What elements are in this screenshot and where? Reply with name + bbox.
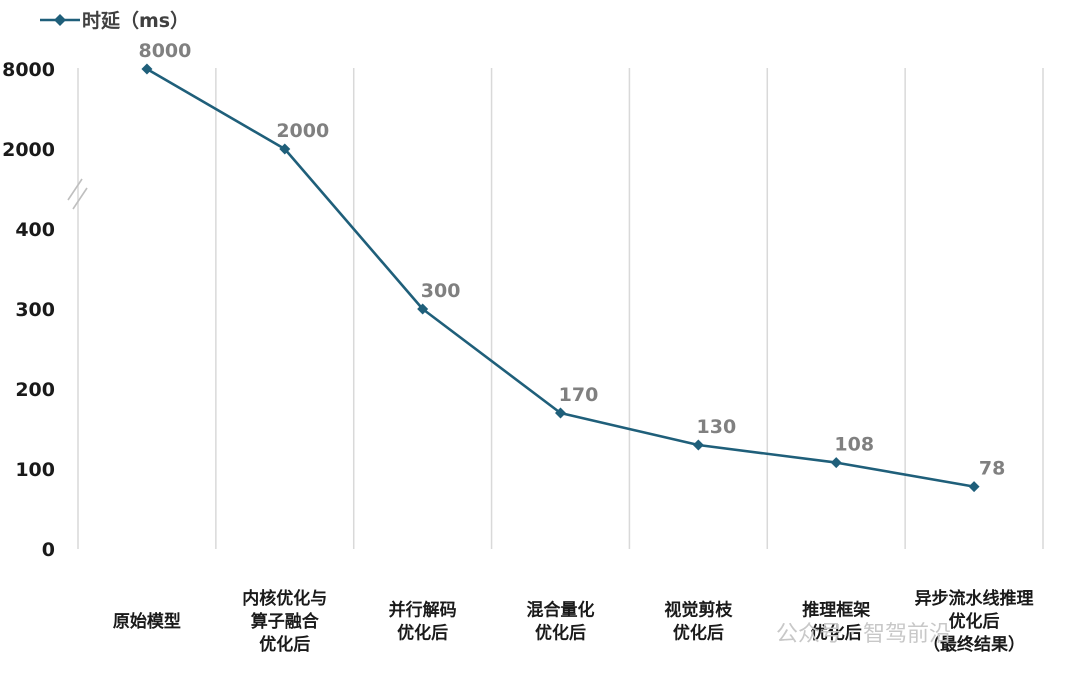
legend-label: 时延（ms） <box>82 9 189 32</box>
legend: 时延（ms） <box>40 9 189 32</box>
series-latency: 8000 2000 300 170 130 108 78 <box>138 40 1005 493</box>
x-category-label: 异步流水线推理优化后（最终结果） <box>915 588 1034 655</box>
series-line <box>146 67 975 488</box>
x-category-label: 视觉剪枝优化后 <box>664 600 733 644</box>
y-tick-label: 300 <box>15 299 55 321</box>
x-category-label: 原始模型 <box>113 611 181 632</box>
data-point-marker <box>279 143 291 155</box>
y-tick-label: 0 <box>42 539 55 561</box>
data-label: 8000 <box>138 40 191 62</box>
legend-marker <box>54 14 66 26</box>
data-label: 78 <box>979 458 1005 480</box>
data-label: 108 <box>834 434 874 456</box>
y-tick-label: 200 <box>15 379 55 401</box>
data-label: 2000 <box>276 120 329 142</box>
x-category-label: 并行解码优化后 <box>389 600 457 644</box>
axis-break-mark <box>67 178 83 201</box>
watermark-text: 公众号 · 智驾前沿 <box>776 622 951 647</box>
data-label: 300 <box>421 280 461 302</box>
y-tick-label: 100 <box>15 459 55 481</box>
axis-break <box>67 178 88 210</box>
gridlines <box>77 68 1044 549</box>
y-tick-label: 2000 <box>2 139 55 161</box>
data-point-marker <box>417 303 429 315</box>
data-point-marker <box>141 63 153 75</box>
y-axis-ticks: 0 100 200 300 400 2000 8000 <box>2 59 55 561</box>
axis-break-mark <box>72 187 88 210</box>
data-point-marker <box>555 407 566 419</box>
data-point-marker <box>968 481 980 493</box>
x-axis-labels: 原始模型 内核优化与算子融合优化后 并行解码优化后 混合量化优化后 视觉剪枝优化后 推理框… <box>113 588 1034 655</box>
y-tick-label: 8000 <box>2 59 55 81</box>
data-label: 170 <box>559 384 599 406</box>
x-category-label: 混合量化优化后 <box>527 600 595 644</box>
x-category-label: 推理框架优化后 <box>802 600 870 644</box>
y-tick-label: 400 <box>15 219 55 241</box>
data-label: 130 <box>697 416 737 438</box>
data-point-marker <box>830 457 842 469</box>
data-point-marker <box>692 439 704 451</box>
x-category-label: 内核优化与算子融合优化后 <box>242 588 327 655</box>
